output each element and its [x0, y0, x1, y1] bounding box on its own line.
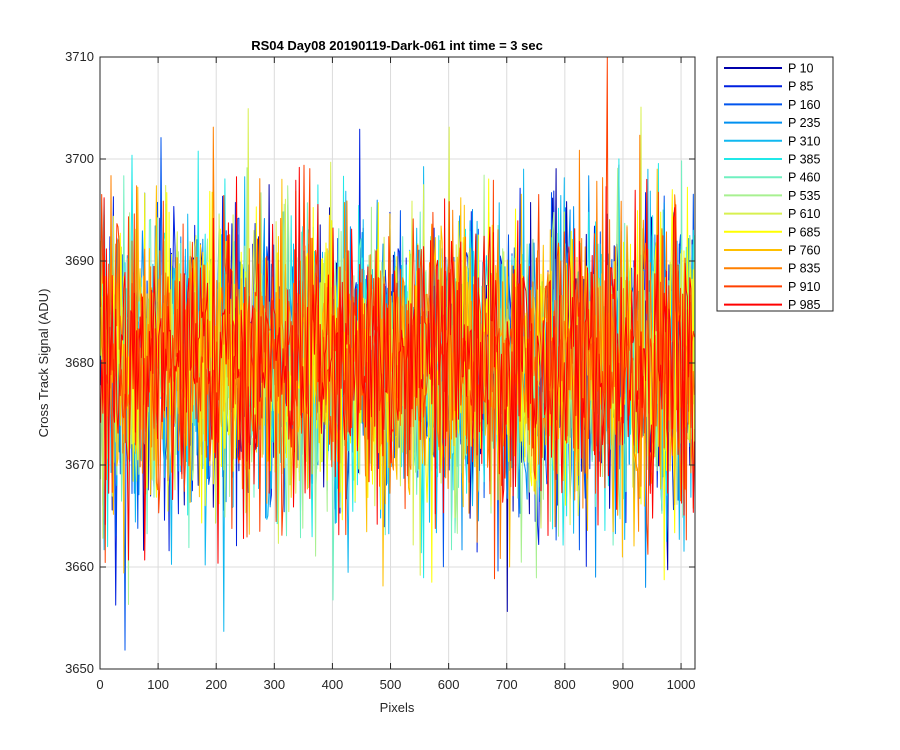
series-line-p-985: [100, 166, 695, 564]
legend-label: P 460: [788, 171, 820, 185]
series-lines: [100, 56, 695, 651]
x-tick-label: 800: [554, 677, 576, 692]
legend-label: P 685: [788, 225, 820, 239]
legend-label: P 760: [788, 244, 820, 258]
legend-label: P 10: [788, 62, 814, 76]
y-tick-label: 3690: [65, 253, 94, 268]
legend: P 10 P 85 P 160 P 235 P 310 P 385 P 460 P 535 P …: [716, 56, 834, 312]
x-tick-label: 100: [147, 677, 169, 692]
y-tick-label: 3710: [65, 49, 94, 64]
x-tick-label: 300: [263, 677, 285, 692]
legend-label: P 910: [788, 280, 820, 294]
x-tick-label: 900: [612, 677, 634, 692]
series-line-p-910: [100, 56, 695, 580]
y-tick-label: 3670: [65, 457, 94, 472]
legend-label: P 310: [788, 134, 820, 148]
y-tick-label: 3650: [65, 661, 94, 676]
legend-label: P 535: [788, 189, 820, 203]
x-axis-label: Pixels: [380, 700, 415, 715]
y-tick-label: 3680: [65, 355, 94, 370]
chart-title: RS04 Day08 20190119-Dark-061 int time = …: [251, 38, 543, 53]
x-tick-label: 400: [322, 677, 344, 692]
legend-label: P 385: [788, 153, 820, 167]
plot-area: 0 100 200 300 400 500 600 700 800 900 1000 3650 3660…: [65, 49, 695, 692]
x-tick-label: 200: [205, 677, 227, 692]
x-tick-label: 0: [96, 677, 103, 692]
x-tick-label: 1000: [667, 677, 696, 692]
legend-label: P 610: [788, 207, 820, 221]
legend-label: P 835: [788, 262, 820, 276]
legend-label: P 85: [788, 80, 814, 94]
x-tick-label: 700: [496, 677, 518, 692]
x-tick-label: 600: [438, 677, 460, 692]
legend-label: P 160: [788, 98, 820, 112]
y-tick-label: 3700: [65, 151, 94, 166]
legend-label: P 235: [788, 116, 820, 130]
y-tick-label: 3660: [65, 559, 94, 574]
legend-label: P 985: [788, 298, 820, 312]
y-axis-label: Cross Track Signal (ADU): [36, 289, 51, 438]
axis-ticks: 0 100 200 300 400 500 600 700 800 900 1000 3650 3660…: [65, 49, 695, 692]
x-tick-label: 500: [380, 677, 402, 692]
